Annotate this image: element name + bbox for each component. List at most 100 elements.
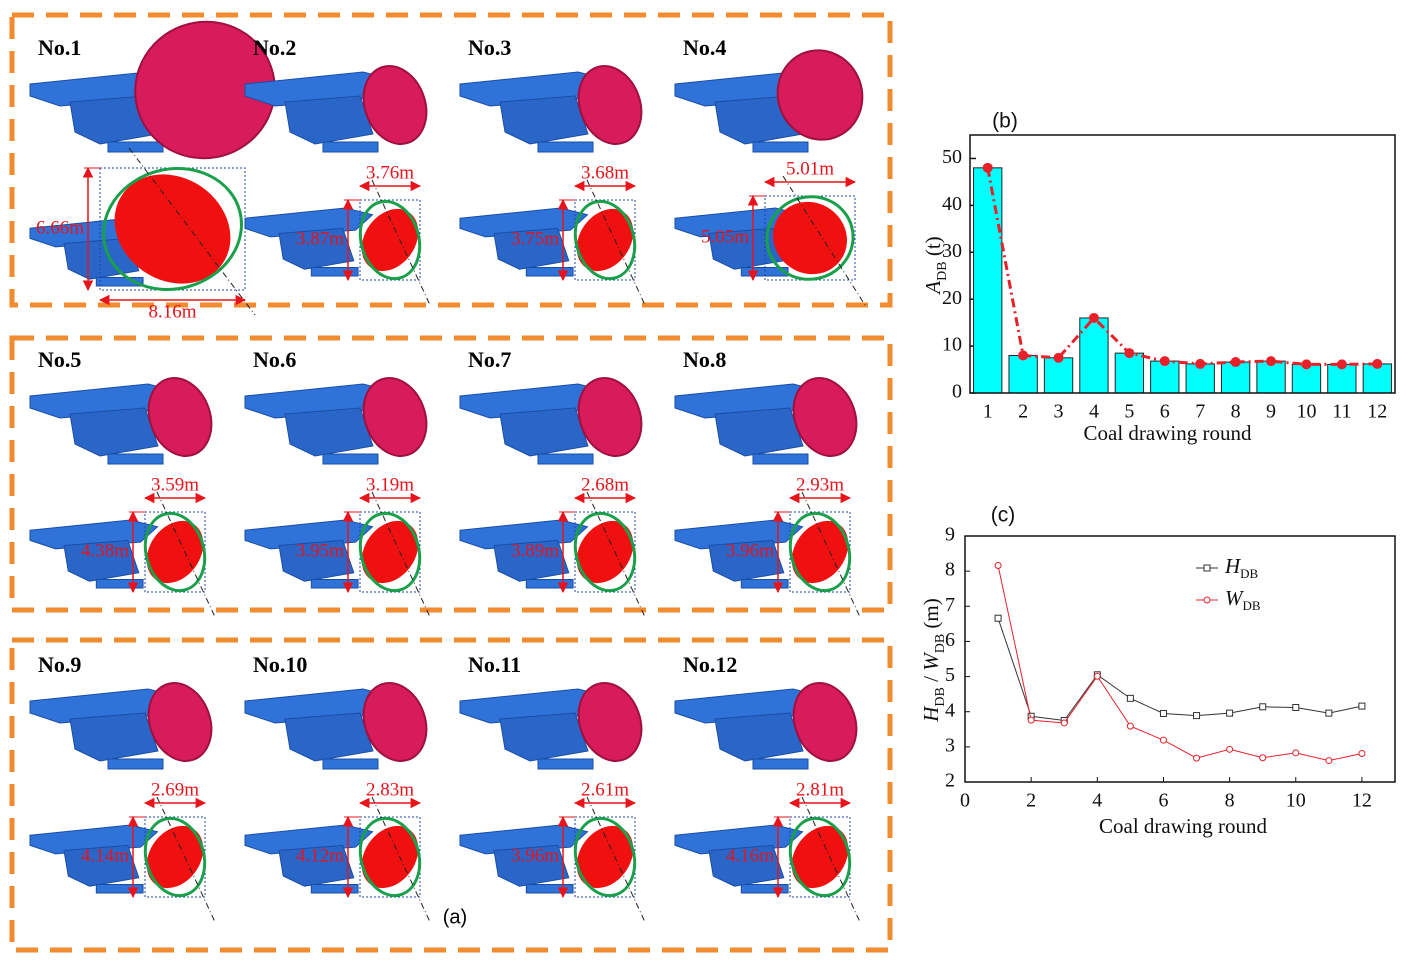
x-tick-label: 4 bbox=[1092, 790, 1102, 812]
support-base bbox=[107, 758, 164, 770]
x-tick-label: 0 bbox=[960, 790, 970, 812]
bar bbox=[1008, 354, 1038, 394]
label-part: A bbox=[921, 281, 945, 296]
marker bbox=[1126, 694, 1134, 702]
support-legs bbox=[284, 95, 374, 145]
y-tick-label: 8 bbox=[945, 559, 955, 581]
trend-point bbox=[1336, 359, 1347, 370]
round-title: No.3 bbox=[468, 35, 511, 60]
x-tick-label: 8 bbox=[1225, 790, 1235, 812]
trend-point bbox=[1053, 352, 1064, 363]
fit-ellipse bbox=[573, 511, 637, 593]
bar bbox=[1043, 357, 1074, 394]
support-legs bbox=[278, 539, 355, 582]
marker bbox=[1060, 719, 1068, 727]
fit-ellipse bbox=[788, 816, 852, 898]
height-label: 5.05m bbox=[701, 226, 749, 247]
marker bbox=[1358, 702, 1366, 710]
y-tick-label: 50 bbox=[942, 146, 962, 168]
coal-ellipse bbox=[576, 825, 634, 889]
support-legs bbox=[714, 712, 804, 762]
coal-body bbox=[577, 65, 643, 145]
coal-body bbox=[147, 682, 213, 762]
x-tick-label: 2 bbox=[1018, 401, 1028, 423]
round-title: No.9 bbox=[38, 652, 81, 677]
support-legs bbox=[63, 237, 140, 280]
coal-body bbox=[362, 682, 428, 762]
height-label: 3.89m bbox=[511, 540, 559, 561]
panel-label: (a) bbox=[443, 906, 467, 928]
panel-label: (b) bbox=[992, 110, 1018, 133]
fit-ellipse bbox=[573, 816, 637, 898]
fit-ellipse bbox=[143, 511, 207, 593]
trend-point bbox=[1195, 358, 1206, 369]
marker bbox=[1292, 749, 1300, 757]
height-label: 3.75m bbox=[511, 228, 559, 249]
y-axis-label: HDB / WDB (m) bbox=[919, 598, 948, 723]
support-base bbox=[322, 758, 379, 770]
support-legs bbox=[499, 712, 589, 762]
x-tick-label: 6 bbox=[1158, 790, 1168, 812]
width-label: 2.68m bbox=[581, 474, 629, 495]
bar bbox=[1256, 360, 1286, 394]
label-part: W bbox=[919, 651, 943, 671]
x-tick-label: 12 bbox=[1367, 401, 1387, 423]
height-label: 4.14m bbox=[81, 845, 129, 866]
support-legs bbox=[708, 844, 785, 887]
legend-marker bbox=[1203, 596, 1211, 604]
round-title: No.7 bbox=[468, 347, 511, 372]
label-part: (t) bbox=[921, 236, 945, 261]
support-base bbox=[95, 579, 144, 589]
support-base bbox=[310, 267, 359, 277]
coal-ellipse bbox=[114, 174, 231, 284]
support-base bbox=[107, 141, 164, 153]
support-base bbox=[752, 453, 809, 465]
coal-body bbox=[577, 682, 643, 762]
support-legs bbox=[714, 407, 804, 457]
x-axis-label: Coal drawing round bbox=[1084, 421, 1252, 445]
y-tick-label: 4 bbox=[945, 699, 955, 721]
group-box bbox=[9, 335, 893, 613]
y-tick-label: 10 bbox=[942, 334, 962, 356]
round-title: No.12 bbox=[683, 652, 737, 677]
coal-body bbox=[147, 377, 213, 457]
axis-line bbox=[801, 491, 861, 618]
marker bbox=[1027, 716, 1035, 724]
support-base bbox=[310, 579, 359, 589]
height-label: 3.96m bbox=[511, 845, 559, 866]
label-part: H bbox=[919, 705, 943, 723]
support-legs bbox=[69, 712, 159, 762]
support-legs bbox=[708, 539, 785, 582]
round-title: No.4 bbox=[683, 35, 726, 60]
support-base bbox=[740, 884, 789, 894]
label-part: DB bbox=[935, 261, 950, 280]
round-title: No.2 bbox=[253, 35, 296, 60]
coal-ellipse bbox=[146, 825, 204, 889]
plot-frame bbox=[969, 134, 1396, 394]
series-line bbox=[997, 565, 1363, 762]
x-tick-label: 9 bbox=[1266, 401, 1276, 423]
x-tick-label: 5 bbox=[1124, 401, 1134, 423]
trend-point bbox=[982, 162, 993, 173]
bar bbox=[1114, 352, 1145, 394]
support-legs bbox=[493, 539, 570, 582]
marker bbox=[1292, 703, 1300, 711]
round-title: No.11 bbox=[468, 652, 521, 677]
support-base bbox=[525, 267, 574, 277]
round-title: No.5 bbox=[38, 347, 81, 372]
support-legs bbox=[63, 539, 140, 582]
support-base bbox=[107, 453, 164, 465]
coal-body bbox=[577, 377, 643, 457]
marker bbox=[994, 614, 1002, 622]
support-base bbox=[322, 141, 379, 153]
marker bbox=[1193, 754, 1201, 762]
label-part: (m) bbox=[919, 598, 943, 634]
trend-point bbox=[1301, 359, 1312, 370]
coal-body bbox=[792, 377, 858, 457]
panel-a: 6.66m 8.16m No.1 3.87m 3.76m No.2 3.75m 3.68m No… bbox=[29, 20, 866, 923]
legend-marker bbox=[1203, 564, 1211, 572]
support-base bbox=[752, 141, 809, 153]
support-base bbox=[525, 579, 574, 589]
width-label: 2.61m bbox=[581, 779, 629, 800]
